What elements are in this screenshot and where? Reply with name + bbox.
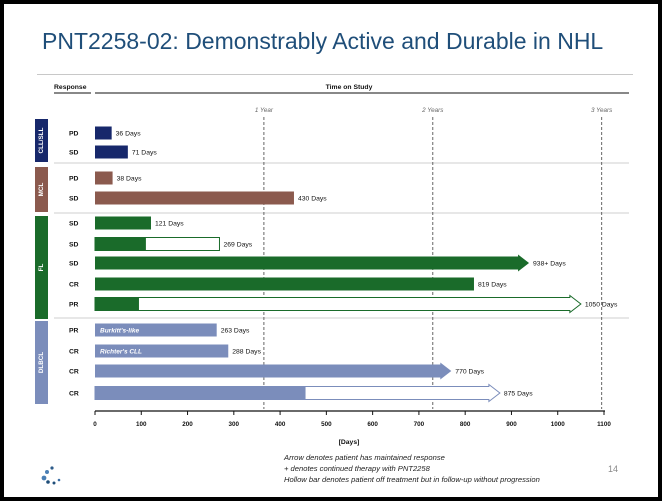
solid-bar [95, 277, 474, 291]
hollow-bar-arrow [94, 294, 582, 314]
group-label-box [35, 216, 48, 319]
footnote-plus: + denotes continued therapy with PNT2258 [284, 464, 430, 473]
footnote-arrow: Arrow denotes patient has maintained res… [284, 453, 445, 462]
response-label: PD [69, 176, 79, 183]
response-label: SD [69, 221, 79, 228]
x-tick-label: 600 [367, 421, 378, 428]
bar-value-label: 770 Days [455, 369, 484, 376]
group-label: FL [38, 264, 45, 272]
bar-value-label: 288 Days [232, 349, 261, 356]
bar-value-label: 938+ Days [533, 261, 566, 268]
bar-value-label: 875 Days [504, 391, 533, 398]
bar-inner-label: Richter's CLL [100, 349, 142, 356]
x-tick-label: 1000 [551, 421, 566, 428]
x-tick-label: 100 [136, 421, 147, 428]
x-axis-title: [Days] [339, 439, 360, 446]
solid-bar [95, 191, 294, 205]
bar-value-label: 71 Days [132, 150, 158, 157]
x-tick-label: 900 [506, 421, 517, 428]
bar-value-label: 819 Days [478, 282, 507, 289]
solid-bar [95, 323, 217, 337]
x-tick-label: 200 [182, 421, 193, 428]
response-label: PR [69, 328, 79, 335]
solid-bar [95, 297, 139, 311]
time-on-study-header: Time on Study [326, 84, 373, 91]
solid-bar-arrow [95, 254, 530, 272]
x-tick-label: 700 [414, 421, 425, 428]
response-header: Response [54, 84, 87, 91]
solid-bar [95, 237, 146, 251]
reference-line-label: 1 Year [255, 107, 274, 114]
response-label: CR [69, 391, 79, 398]
footnotes: Arrow denotes patient has maintained res… [284, 452, 540, 485]
x-tick-label: 1100 [597, 421, 611, 428]
bar-value-label: 121 Days [155, 221, 184, 228]
company-logo-icon [41, 466, 61, 485]
group-label: DLBCL [38, 352, 45, 373]
group-label-box [35, 167, 48, 212]
solid-bar [95, 126, 112, 140]
response-label: CR [69, 282, 79, 289]
swimmer-chart: Response Time on Study 1 Year 2 Years 3 Year… [35, 84, 629, 446]
footnote-hollow: Hollow bar denotes patient off treatment… [284, 475, 540, 484]
reference-line-label: 3 Years [591, 107, 613, 114]
group-label: CLL/SLL [38, 127, 45, 153]
response-label: CR [69, 369, 79, 376]
title-divider [37, 74, 633, 75]
page-number: 14 [608, 464, 619, 474]
group-label-box [35, 119, 48, 162]
bar-value-label: 430 Days [298, 196, 327, 203]
bar-value-label: 36 Days [116, 131, 142, 138]
bar-inner-label: Burkitt's-like [100, 328, 139, 335]
solid-bar [95, 386, 306, 400]
group-label: MCL [38, 183, 45, 197]
response-label: SD [69, 261, 79, 268]
x-tick-label: 400 [275, 421, 286, 428]
response-label: PR [69, 302, 79, 309]
x-tick-label: 800 [460, 421, 471, 428]
x-tick-label: 300 [229, 421, 240, 428]
bar-value-label: 38 Days [117, 176, 143, 183]
x-tick-label: 500 [321, 421, 332, 428]
bar-value-label: 263 Days [221, 328, 250, 335]
slide-title: PNT2258-02: Demonstrably Active and Dura… [42, 28, 604, 54]
response-label: SD [69, 196, 79, 203]
bar-value-label: 1050 Days [585, 302, 618, 309]
group-label-box [35, 321, 48, 404]
reference-line-label: 2 Years [421, 107, 444, 114]
solid-bar [95, 344, 229, 358]
x-tick-label: 0 [93, 421, 97, 428]
response-label: SD [69, 150, 79, 157]
response-label: PD [69, 131, 79, 138]
response-label: CR [69, 349, 79, 356]
bar-value-label: 269 Days [223, 242, 252, 249]
solid-bar [95, 145, 128, 159]
solid-bar-arrow [95, 362, 452, 380]
response-label: SD [69, 242, 79, 249]
solid-bar [95, 216, 151, 230]
slide: PNT2258-02: Demonstrably Active and Dura… [4, 4, 658, 497]
solid-bar [95, 171, 113, 185]
